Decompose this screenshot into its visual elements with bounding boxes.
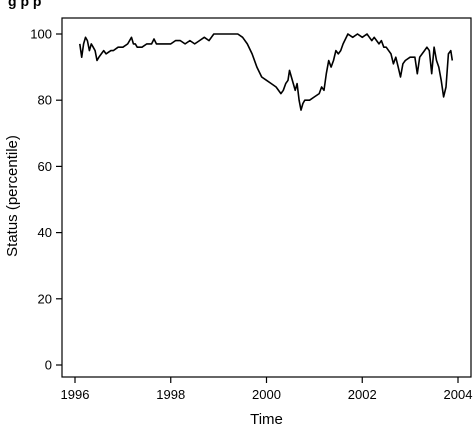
y-tick-label-40: 40 [38,225,52,240]
y-tick-label-0: 0 [45,358,52,373]
x-tick-label-2004: 2004 [444,387,473,402]
y-tick-label-60: 60 [38,159,52,174]
chart-title-fragment: g p p [8,0,41,9]
plot-area [61,17,472,378]
y-axis-title: Status (percentile) [4,135,21,257]
y-tick-label-100: 100 [30,27,52,42]
x-tick-label-2002: 2002 [348,387,377,402]
y-tick-label-20: 20 [38,291,52,306]
x-tick-label-2000: 2000 [252,387,281,402]
x-tick-label-1998: 1998 [156,387,185,402]
y-tick-label-80: 80 [38,93,52,108]
y-axis: 0 20 40 60 80 100 [30,27,62,373]
x-tick-label-1996: 1996 [61,387,90,402]
series-line-1 [79,33,454,111]
x-axis: 1996 1998 2000 2002 2004 [61,377,473,402]
x-axis-title: Time [250,411,283,427]
plot-frame [61,17,472,378]
